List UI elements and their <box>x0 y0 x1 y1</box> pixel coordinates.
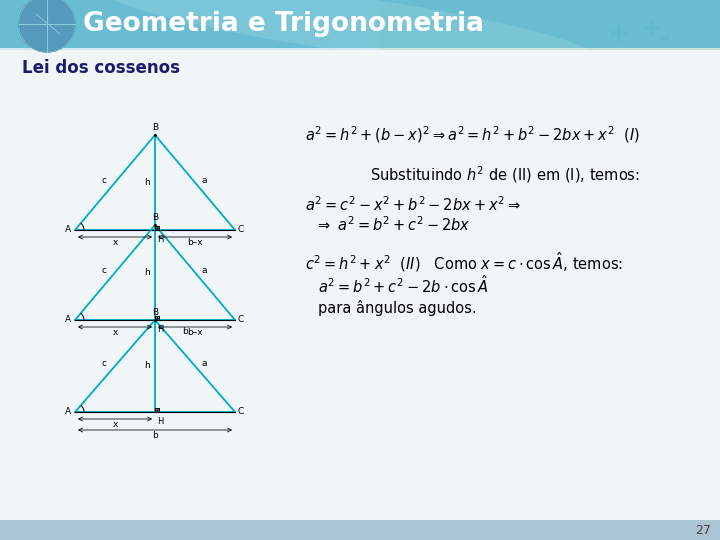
Text: c: c <box>102 266 107 275</box>
Text: B: B <box>152 308 158 317</box>
Text: $\Rightarrow\ a^2 = b^2 + c^2 - 2bx$: $\Rightarrow\ a^2 = b^2 + c^2 - 2bx$ <box>315 215 471 234</box>
Bar <box>651 22 654 36</box>
Text: C: C <box>238 226 244 234</box>
Text: h: h <box>144 268 150 277</box>
Bar <box>0 520 720 540</box>
Text: h: h <box>144 178 150 187</box>
Text: Substituindo $h^2$ de (II) em (I), temos:: Substituindo $h^2$ de (II) em (I), temos… <box>370 165 640 185</box>
Text: x: x <box>112 238 117 247</box>
Bar <box>645 27 659 30</box>
Text: A: A <box>65 315 71 325</box>
Bar <box>0 0 720 48</box>
Text: $a^2 = c^2 - x^2 + b^2 - 2bx + x^2 \Rightarrow$: $a^2 = c^2 - x^2 + b^2 - 2bx + x^2 \Righ… <box>305 195 521 214</box>
Text: b: b <box>152 431 158 440</box>
Bar <box>610 31 628 35</box>
Text: A: A <box>65 408 71 416</box>
Text: c: c <box>102 360 107 368</box>
Text: H: H <box>157 417 163 426</box>
Bar <box>0 0 720 50</box>
Text: b–x: b–x <box>187 238 203 247</box>
Text: a: a <box>201 360 207 368</box>
Text: $a^2 = b^2 + c^2 - 2b \cdot \cos\hat{A}$: $a^2 = b^2 + c^2 - 2b \cdot \cos\hat{A}$ <box>318 274 489 296</box>
Text: 27: 27 <box>695 523 711 537</box>
Text: a: a <box>201 176 207 185</box>
Bar <box>617 24 621 42</box>
Circle shape <box>19 0 75 52</box>
Text: b: b <box>182 327 188 336</box>
Text: C: C <box>238 408 244 416</box>
Text: para ângulos agudos.: para ângulos agudos. <box>318 300 477 316</box>
Text: h: h <box>144 361 150 370</box>
Text: H: H <box>157 235 163 244</box>
Text: a: a <box>201 266 207 275</box>
Text: x: x <box>112 420 117 429</box>
Text: $a^2 = h^2 + (b - x)^2 \Rightarrow a^2 = h^2 + b^2 - 2bx + x^2\ \ (I)$: $a^2 = h^2 + (b - x)^2 \Rightarrow a^2 =… <box>305 125 640 145</box>
Bar <box>0 0 720 50</box>
Text: C: C <box>238 315 244 325</box>
Text: c: c <box>102 176 107 185</box>
Text: B: B <box>152 213 158 222</box>
Text: A: A <box>65 226 71 234</box>
Text: Geometria e Trigonometria: Geometria e Trigonometria <box>83 11 484 37</box>
Ellipse shape <box>102 0 598 68</box>
Bar <box>380 0 720 50</box>
Text: b–x: b–x <box>187 328 203 337</box>
Text: B: B <box>152 123 158 132</box>
Text: $c^2 = h^2 + x^2\ \ (II)$   Como $x = c \cdot \cos\hat{A}$, temos:: $c^2 = h^2 + x^2\ \ (II)$ Como $x = c \c… <box>305 250 623 274</box>
Bar <box>660 37 670 40</box>
Text: Lei dos cossenos: Lei dos cossenos <box>22 59 180 77</box>
Text: H: H <box>157 325 163 334</box>
Text: x: x <box>112 328 117 337</box>
